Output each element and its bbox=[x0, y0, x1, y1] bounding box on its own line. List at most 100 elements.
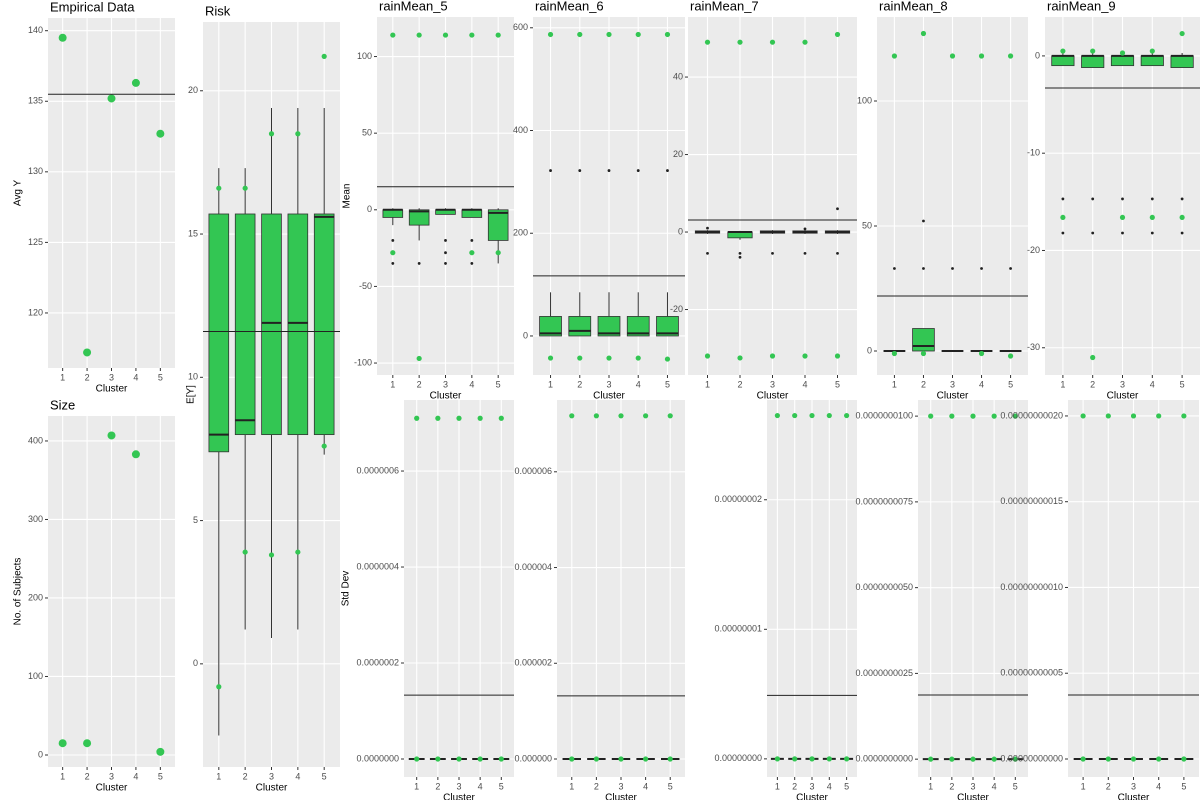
point bbox=[435, 756, 441, 762]
point bbox=[618, 413, 624, 419]
x-tick-label: 3 bbox=[618, 781, 623, 791]
outlier bbox=[706, 251, 709, 255]
y-tick-label: 0.000004 bbox=[514, 562, 552, 572]
point bbox=[667, 756, 673, 762]
x-tick-label: 2 bbox=[949, 781, 954, 791]
point bbox=[498, 756, 504, 762]
x-tick-label: 2 bbox=[792, 781, 797, 791]
outlier bbox=[1061, 231, 1065, 235]
y-tick-label: -10 bbox=[1027, 148, 1040, 158]
outlier bbox=[636, 169, 640, 172]
outlier bbox=[470, 262, 474, 265]
point bbox=[1130, 413, 1137, 419]
y-tick-label: 0.00000000000 bbox=[1000, 753, 1063, 763]
y-tick-label: 0.0000000100 bbox=[855, 410, 913, 420]
point bbox=[1007, 53, 1014, 59]
outlier bbox=[1091, 231, 1095, 235]
y-tick-label: 0.00000000015 bbox=[1000, 496, 1063, 506]
x-tick-label: 1 bbox=[569, 781, 574, 791]
point bbox=[456, 756, 462, 762]
point bbox=[1149, 214, 1155, 221]
y-tick-label: 10 bbox=[188, 372, 198, 382]
x-tick-label: 3 bbox=[1120, 379, 1125, 389]
x-tick-label: 1 bbox=[1081, 781, 1086, 791]
point bbox=[643, 413, 649, 419]
x-tick-label: 4 bbox=[643, 781, 648, 791]
box bbox=[261, 213, 282, 436]
point bbox=[593, 756, 599, 762]
x-tick-label: 3 bbox=[109, 372, 114, 382]
point bbox=[769, 39, 776, 45]
y-tick-label: 0.0000000025 bbox=[855, 668, 913, 678]
point bbox=[83, 348, 92, 357]
y-tick-label: 100 bbox=[857, 95, 872, 105]
panel-title: Risk bbox=[205, 3, 231, 18]
point bbox=[920, 30, 927, 37]
point bbox=[949, 53, 956, 59]
y-tick-label: 0.00000001 bbox=[714, 624, 762, 634]
outlier bbox=[836, 251, 839, 255]
box bbox=[408, 209, 430, 226]
outlier bbox=[1121, 231, 1124, 235]
outlier bbox=[1180, 231, 1184, 235]
point bbox=[802, 353, 808, 359]
point bbox=[1179, 214, 1185, 221]
outlier bbox=[1150, 197, 1154, 201]
point bbox=[321, 443, 327, 449]
box bbox=[1110, 55, 1135, 67]
x-axis-title: Cluster bbox=[96, 783, 128, 794]
point bbox=[107, 94, 116, 103]
y-tick-label: 100 bbox=[28, 671, 43, 681]
point bbox=[577, 355, 583, 361]
outlier bbox=[922, 219, 925, 223]
x-tick-label: 4 bbox=[469, 379, 474, 389]
y-tick-label: 0 bbox=[367, 204, 372, 214]
y-tick-label: 200 bbox=[28, 592, 43, 602]
x-tick-label: 3 bbox=[606, 379, 611, 389]
x-tick-label: 1 bbox=[60, 771, 65, 781]
box bbox=[656, 316, 679, 337]
point bbox=[769, 353, 776, 359]
panel-title: Empirical Data bbox=[50, 0, 135, 14]
point bbox=[242, 185, 248, 191]
panel-title: rainMean_9 bbox=[1047, 0, 1116, 13]
outlier bbox=[771, 251, 774, 255]
x-tick-label: 3 bbox=[443, 379, 448, 389]
point bbox=[495, 32, 501, 38]
x-tick-label: 4 bbox=[478, 781, 483, 791]
y-tick-label: -20 bbox=[1027, 245, 1040, 255]
point bbox=[156, 129, 165, 138]
point bbox=[390, 250, 396, 256]
x-tick-label: 5 bbox=[835, 379, 840, 389]
point bbox=[469, 32, 475, 38]
y-tick-label: -30 bbox=[1027, 342, 1040, 352]
outlier bbox=[836, 207, 839, 211]
x-tick-label: 3 bbox=[1131, 781, 1136, 791]
x-tick-label: 4 bbox=[133, 771, 138, 781]
point bbox=[704, 39, 711, 45]
y-tick-label: 50 bbox=[862, 220, 872, 230]
point bbox=[834, 31, 841, 38]
point bbox=[414, 415, 420, 421]
box bbox=[568, 316, 592, 337]
point bbox=[891, 350, 898, 357]
y-tick-label: 0 bbox=[678, 226, 683, 236]
x-tick-label: 3 bbox=[269, 771, 274, 781]
y-axis-title: Avg Y bbox=[13, 180, 24, 207]
x-tick-label: 5 bbox=[844, 781, 849, 791]
point bbox=[606, 355, 612, 361]
point bbox=[131, 78, 140, 87]
point bbox=[268, 552, 275, 558]
point bbox=[1060, 214, 1066, 221]
x-tick-label: 5 bbox=[322, 771, 327, 781]
point bbox=[1156, 756, 1162, 762]
point bbox=[774, 412, 780, 419]
outlier bbox=[980, 267, 983, 270]
point bbox=[792, 756, 798, 762]
point bbox=[242, 549, 248, 555]
y-tick-label: 130 bbox=[28, 166, 43, 176]
x-axis-title: Cluster bbox=[957, 793, 989, 800]
point bbox=[1080, 756, 1086, 762]
point bbox=[774, 756, 780, 762]
